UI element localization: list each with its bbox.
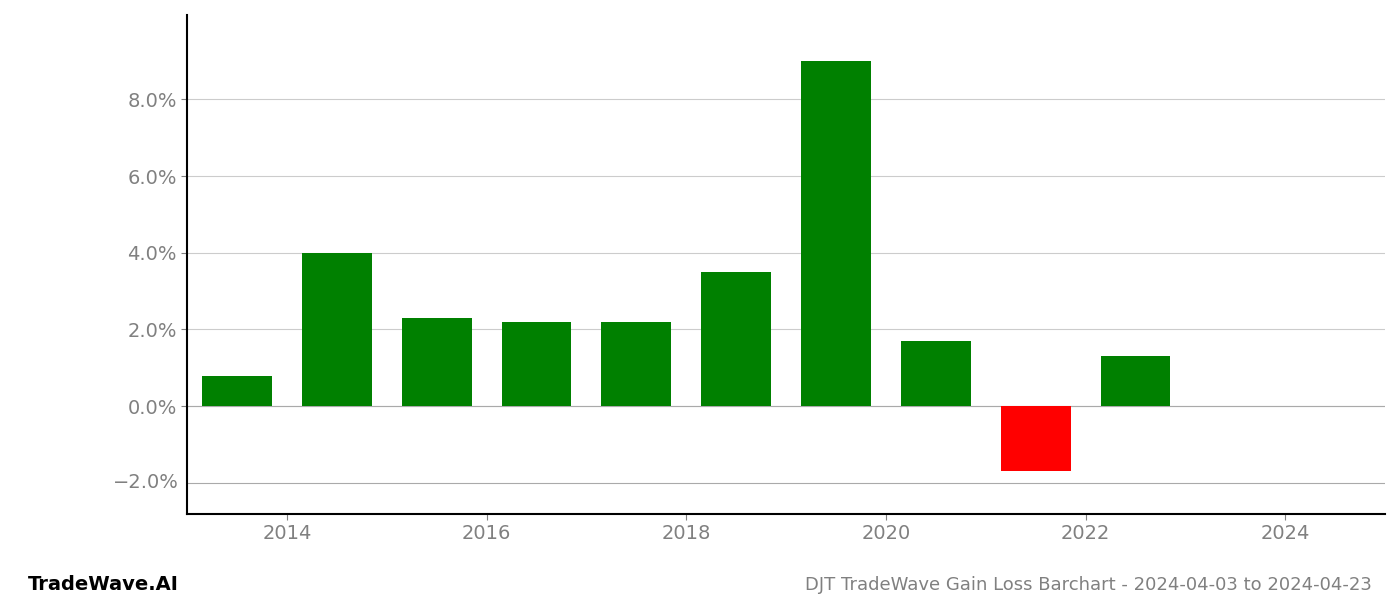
Text: TradeWave.AI: TradeWave.AI bbox=[28, 575, 179, 594]
Bar bbox=[602, 322, 672, 406]
Bar bbox=[402, 318, 472, 406]
Text: DJT TradeWave Gain Loss Barchart - 2024-04-03 to 2024-04-23: DJT TradeWave Gain Loss Barchart - 2024-… bbox=[805, 576, 1372, 594]
Bar bbox=[701, 272, 771, 406]
Bar bbox=[501, 322, 571, 406]
Text: −2.0%: −2.0% bbox=[113, 473, 179, 493]
Bar bbox=[900, 341, 970, 406]
Bar bbox=[801, 61, 871, 406]
Bar bbox=[302, 253, 372, 406]
Bar bbox=[1001, 406, 1071, 472]
Bar bbox=[1100, 356, 1170, 406]
Bar bbox=[202, 376, 272, 406]
